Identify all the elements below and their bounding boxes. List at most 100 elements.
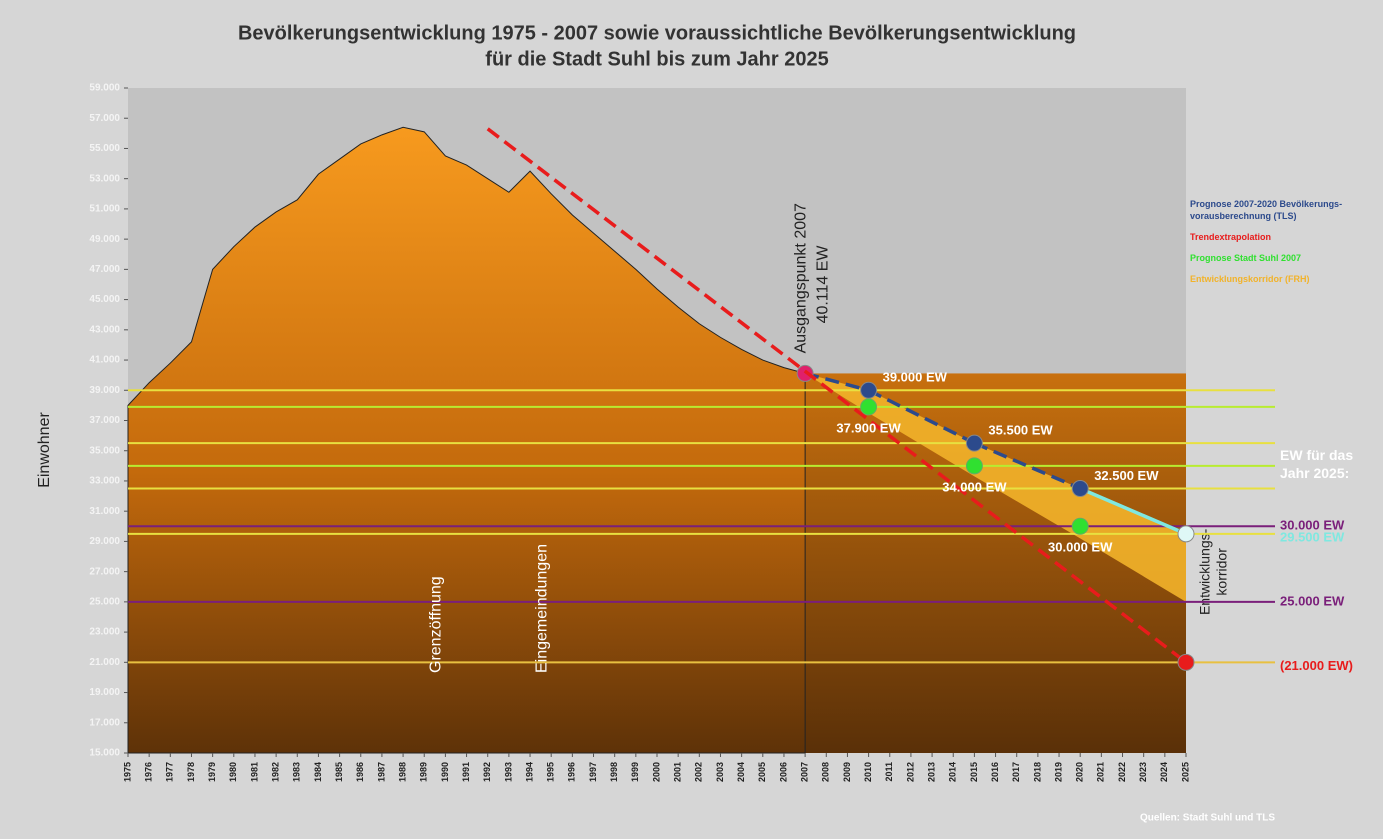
y-tick-label: 43.000 (89, 324, 120, 335)
value-label: 32.500 EW (1094, 468, 1159, 483)
point (1071, 517, 1089, 535)
x-tick-label: 1983 (292, 762, 302, 782)
x-tick-label: 2019 (1053, 762, 1063, 782)
corridor-label: Entwicklungs- (1197, 528, 1213, 615)
y-tick-label: 51.000 (89, 204, 120, 215)
x-tick-label: 1997 (588, 762, 598, 782)
x-tick-label: 2014 (948, 762, 958, 782)
x-tick-label: 1988 (397, 762, 407, 782)
value-label: 29.500 EW (1280, 529, 1345, 544)
y-tick-label: 21.000 (89, 657, 120, 668)
x-tick-label: 2012 (905, 762, 915, 782)
legend: Prognose 2007-2020 Bevölkerungs-vorausbe… (1190, 198, 1345, 294)
corridor-label: korridor (1214, 548, 1230, 596)
y-tick-label: 27.000 (89, 566, 120, 577)
y-tick-label: 57.000 (89, 113, 120, 124)
y-tick-label: 59.000 (89, 83, 120, 94)
reference-label: 25.000 EW (1280, 593, 1345, 608)
y-tick-label: 35.000 (89, 445, 120, 456)
y-tick-label: 55.000 (89, 143, 120, 154)
y-tick-label: 29.000 (89, 536, 120, 547)
x-tick-label: 2008 (821, 762, 831, 782)
x-tick-label: 1977 (165, 762, 175, 782)
point (860, 381, 878, 399)
point (965, 457, 983, 475)
y-tick-label: 25.000 (89, 597, 120, 608)
x-tick-label: 2016 (990, 762, 1000, 782)
y-tick-label: 49.000 (89, 234, 120, 245)
x-tick-label: 2001 (673, 762, 683, 782)
x-tick-label: 1981 (249, 762, 259, 782)
y-tick-label: 23.000 (89, 627, 120, 638)
x-tick-label: 2004 (736, 762, 746, 782)
legend-entry: Prognose Stadt Suhl 2007 (1190, 253, 1302, 263)
x-tick-label: 1995 (546, 762, 556, 782)
right-heading: EW für das Jahr 2025: (1280, 447, 1354, 481)
x-tick-label: 2017 (1011, 762, 1021, 782)
annotation: Grenzöffnung (427, 576, 444, 673)
x-tick-label: 1982 (270, 762, 280, 782)
x-tick-label: 2013 (926, 762, 936, 782)
y-tick-label: 45.000 (89, 294, 120, 305)
y-tick-label: 47.000 (89, 264, 120, 275)
x-tick-label: 2022 (1117, 762, 1127, 782)
y-tick-label: 39.000 (89, 385, 120, 396)
x-tick-label: 1975 (122, 762, 132, 782)
y-tick-label: 33.000 (89, 476, 120, 487)
x-tick-label: 1990 (440, 762, 450, 782)
point (860, 398, 878, 416)
y-tick-label: 17.000 (89, 717, 120, 728)
x-tick-label: 1996 (567, 762, 577, 782)
x-tick-label: 1984 (313, 762, 323, 782)
x-tick-label: 1991 (461, 762, 471, 782)
x-tick-label: 2015 (969, 762, 979, 782)
x-tick-label: 2003 (715, 762, 725, 782)
y-tick-label: 15.000 (89, 748, 120, 759)
value-label: 30.000 EW (1048, 540, 1113, 555)
point (1177, 525, 1195, 543)
y-axis-label: Einwohner (36, 412, 53, 488)
x-tick-label: 2002 (694, 762, 704, 782)
point (965, 434, 983, 452)
chart-title: für die Stadt Suhl bis zum Jahr 2025 (485, 48, 828, 70)
start-value-label: 40.114 EW (814, 245, 831, 324)
value-label: 34.000 EW (942, 479, 1007, 494)
y-tick-label: 31.000 (89, 506, 120, 517)
x-tick-label: 1994 (524, 762, 534, 782)
y-tick-label: 19.000 (89, 687, 120, 698)
x-tick-label: 1992 (482, 762, 492, 782)
x-tick-label: 2020 (1075, 762, 1085, 782)
x-tick-label: 2010 (863, 762, 873, 782)
x-tick-label: 2009 (842, 762, 852, 782)
x-tick-label: 2011 (884, 762, 894, 782)
value-label: 39.000 EW (883, 370, 948, 385)
x-tick-label: 2018 (1032, 762, 1042, 782)
y-tick-label: 41.000 (89, 355, 120, 366)
x-tick-label: 2000 (651, 762, 661, 782)
value-label: 35.500 EW (988, 423, 1053, 438)
annotation: Ausgangspunkt 2007 (792, 203, 809, 353)
forecast-line (973, 441, 1081, 491)
x-tick-label: 1985 (334, 762, 344, 782)
x-tick-label: 1986 (355, 762, 365, 782)
x-tick-label: 2005 (757, 762, 767, 782)
legend-entry: Prognose 2007-2020 Bevölkerungs-vorausbe… (1190, 199, 1343, 221)
x-tick-label: 1976 (144, 762, 154, 782)
x-tick-label: 1998 (609, 762, 619, 782)
x-tick-label: 2023 (1138, 762, 1148, 782)
forecast-line (804, 371, 870, 392)
chart-title: Bevölkerungsentwicklung 1975 - 2007 sowi… (238, 22, 1076, 44)
x-tick-label: 1993 (503, 762, 513, 782)
source: Quellen: Stadt Suhl und TLS (1140, 813, 1275, 824)
x-tick-label: 2025 (1180, 762, 1190, 782)
x-tick-label: 1978 (186, 762, 196, 782)
legend-entry: Trendextrapolation (1190, 232, 1272, 242)
reference-label: 30.000 EW (1280, 518, 1345, 533)
x-tick-label: 2007 (799, 762, 809, 782)
annotation: Eingemeindungen (533, 544, 550, 673)
value-label: 37.900 EW (836, 420, 901, 435)
x-tick-label: 1999 (630, 762, 640, 782)
legend-entry: Entwicklungskorridor (FRH) (1190, 274, 1310, 284)
